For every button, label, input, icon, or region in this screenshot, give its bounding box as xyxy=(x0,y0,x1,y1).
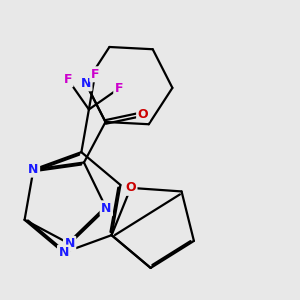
Text: N: N xyxy=(28,163,39,176)
Text: O: O xyxy=(138,107,148,121)
Text: N: N xyxy=(101,202,112,215)
Text: F: F xyxy=(115,82,123,95)
Text: N: N xyxy=(64,237,75,250)
Text: N: N xyxy=(81,77,91,90)
Text: O: O xyxy=(125,182,136,194)
Text: F: F xyxy=(91,68,99,81)
Text: F: F xyxy=(64,73,72,86)
Text: N: N xyxy=(58,246,69,259)
